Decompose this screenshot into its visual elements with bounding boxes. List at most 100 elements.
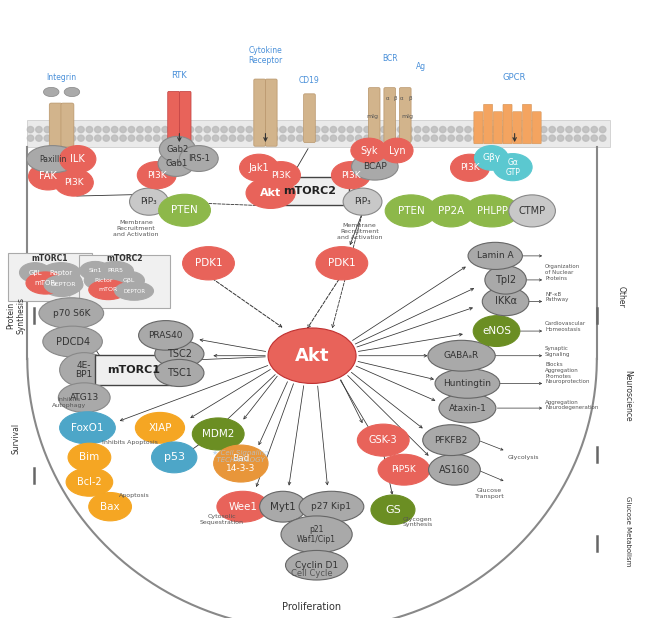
Circle shape [136, 126, 143, 132]
Circle shape [145, 126, 151, 132]
Text: DEPTOR: DEPTOR [51, 282, 76, 287]
Text: BCR: BCR [382, 54, 398, 63]
Text: Cytosolic
Sequestration: Cytosolic Sequestration [200, 514, 244, 525]
Text: Membrane
Recruitment
and Activation: Membrane Recruitment and Activation [113, 220, 159, 236]
Circle shape [448, 135, 454, 141]
Circle shape [499, 135, 505, 141]
Text: BCAP: BCAP [363, 162, 387, 171]
Circle shape [515, 135, 522, 141]
Circle shape [549, 135, 555, 141]
Circle shape [490, 135, 497, 141]
Circle shape [364, 126, 370, 132]
Circle shape [70, 135, 76, 141]
Ellipse shape [468, 242, 523, 269]
Circle shape [465, 126, 471, 132]
Text: TSC2: TSC2 [167, 349, 192, 359]
Text: Bad
14-3-3: Bad 14-3-3 [226, 454, 255, 473]
Text: ILK: ILK [70, 154, 85, 164]
Ellipse shape [159, 194, 211, 227]
Text: Gβγ: Gβγ [482, 154, 500, 162]
Text: ★ Cell Signaling
  TECHNOLOGY: ★ Cell Signaling TECHNOLOGY [212, 450, 268, 464]
Ellipse shape [60, 353, 109, 387]
Text: FAK: FAK [39, 171, 57, 181]
Circle shape [78, 126, 84, 132]
Ellipse shape [151, 442, 197, 473]
Circle shape [456, 126, 463, 132]
Circle shape [86, 135, 93, 141]
Text: α: α [385, 96, 389, 101]
Circle shape [271, 126, 278, 132]
Ellipse shape [44, 275, 83, 295]
Circle shape [36, 135, 42, 141]
Circle shape [305, 135, 311, 141]
Ellipse shape [98, 261, 133, 280]
Circle shape [53, 135, 59, 141]
Text: Protein
Synthesis: Protein Synthesis [6, 297, 25, 334]
Ellipse shape [509, 195, 555, 227]
Circle shape [431, 135, 437, 141]
Text: eNOS: eNOS [482, 326, 511, 336]
Text: GβL: GβL [28, 269, 42, 275]
Ellipse shape [378, 454, 430, 485]
Text: p21
Waf1/Cip1: p21 Waf1/Cip1 [297, 525, 336, 543]
Ellipse shape [179, 145, 218, 171]
Text: Glycogen
Synthesis: Glycogen Synthesis [402, 517, 433, 527]
Circle shape [389, 126, 396, 132]
FancyBboxPatch shape [400, 88, 411, 142]
Circle shape [296, 126, 303, 132]
Circle shape [53, 126, 59, 132]
Text: Synaptic
Signaling: Synaptic Signaling [545, 346, 571, 357]
Circle shape [398, 126, 404, 132]
Text: Bcl-2: Bcl-2 [77, 477, 101, 487]
Ellipse shape [435, 369, 500, 398]
Ellipse shape [261, 162, 300, 189]
Ellipse shape [474, 145, 508, 170]
FancyBboxPatch shape [61, 103, 74, 147]
Ellipse shape [44, 87, 59, 97]
FancyBboxPatch shape [49, 103, 62, 147]
Circle shape [507, 126, 514, 132]
Circle shape [549, 126, 555, 132]
Text: Lyn: Lyn [389, 145, 405, 155]
Circle shape [305, 126, 311, 132]
Circle shape [78, 135, 84, 141]
FancyBboxPatch shape [271, 177, 349, 206]
Text: PDK1: PDK1 [195, 258, 222, 268]
Text: Apoptosis: Apoptosis [119, 493, 150, 498]
Text: PiP₃: PiP₃ [354, 197, 371, 206]
Ellipse shape [68, 443, 110, 472]
Text: mIg: mIg [401, 115, 413, 119]
Text: NF-κB
Pathway: NF-κB Pathway [545, 292, 569, 303]
Circle shape [389, 135, 396, 141]
Circle shape [213, 135, 219, 141]
Circle shape [582, 126, 589, 132]
Circle shape [187, 135, 194, 141]
Text: Sin1: Sin1 [88, 268, 102, 273]
Circle shape [288, 126, 294, 132]
Circle shape [27, 126, 34, 132]
Ellipse shape [41, 269, 83, 297]
Ellipse shape [80, 261, 111, 280]
Circle shape [422, 135, 429, 141]
Text: Other: Other [617, 287, 626, 308]
Circle shape [566, 126, 572, 132]
Text: mTOR: mTOR [99, 287, 118, 292]
Circle shape [221, 135, 228, 141]
Circle shape [111, 135, 118, 141]
Circle shape [238, 135, 244, 141]
Ellipse shape [159, 136, 196, 162]
FancyBboxPatch shape [96, 355, 172, 384]
Ellipse shape [43, 326, 102, 357]
FancyBboxPatch shape [79, 254, 170, 308]
Text: S6: S6 [55, 278, 68, 288]
Text: Rictor: Rictor [94, 278, 113, 283]
FancyBboxPatch shape [168, 92, 179, 146]
Text: Glycolysis: Glycolysis [508, 454, 539, 460]
Text: ATG13: ATG13 [70, 393, 99, 402]
Text: Akt: Akt [295, 347, 330, 365]
Circle shape [120, 135, 126, 141]
FancyBboxPatch shape [493, 111, 502, 144]
Text: MDM2: MDM2 [202, 429, 235, 439]
Ellipse shape [114, 282, 153, 300]
Ellipse shape [246, 178, 295, 209]
